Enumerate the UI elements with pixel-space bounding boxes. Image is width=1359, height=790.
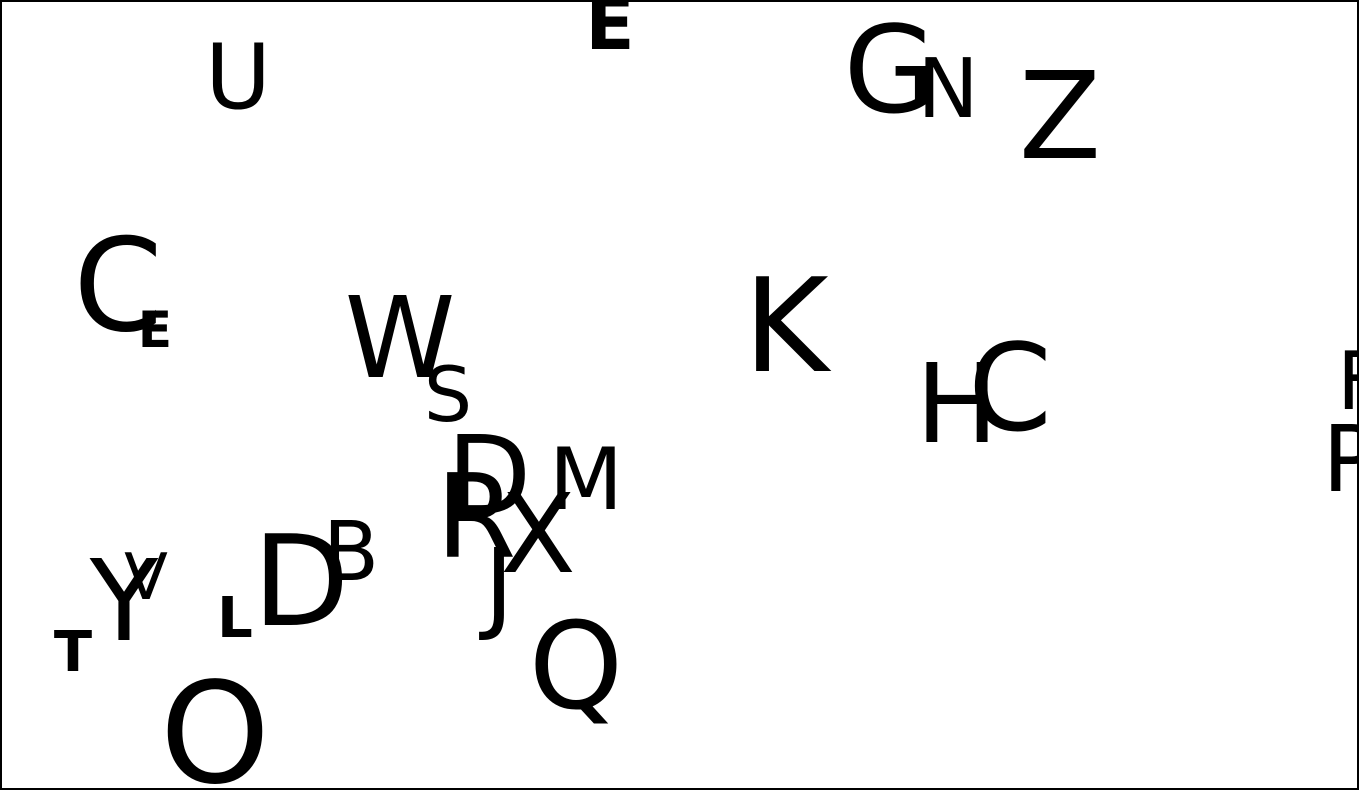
letter-e-small: E bbox=[137, 301, 173, 359]
letter-v: V bbox=[124, 541, 168, 615]
letter-b: B bbox=[322, 505, 380, 600]
letter-j: J bbox=[484, 527, 514, 644]
letter-o: O bbox=[159, 653, 271, 790]
letter-k: K bbox=[743, 250, 829, 402]
letter-z: Z bbox=[1018, 48, 1102, 187]
letter-c-right: C bbox=[968, 320, 1052, 459]
letter-d-left: D bbox=[252, 508, 350, 655]
letter-l: L bbox=[217, 586, 253, 651]
letter-u: U bbox=[205, 25, 271, 130]
letter-e-top: E bbox=[585, 0, 635, 66]
letter-w: W bbox=[344, 274, 456, 404]
letter-d-center: D bbox=[446, 412, 532, 540]
letter-x: X bbox=[500, 470, 576, 598]
letter-m: M bbox=[548, 430, 624, 530]
letter-r: R bbox=[435, 450, 517, 585]
letter-g: G bbox=[843, 2, 937, 141]
letter-s: S bbox=[423, 350, 473, 439]
letter-h: H bbox=[915, 340, 999, 468]
letter-p: P bbox=[1322, 414, 1357, 506]
letter-q: Q bbox=[528, 598, 624, 737]
letter-c-left: C bbox=[73, 212, 163, 361]
letter-t: T bbox=[53, 620, 93, 685]
letter-n: N bbox=[917, 42, 979, 137]
letter-y: Y bbox=[89, 537, 159, 667]
letter-f-partial: F bbox=[1337, 342, 1357, 422]
